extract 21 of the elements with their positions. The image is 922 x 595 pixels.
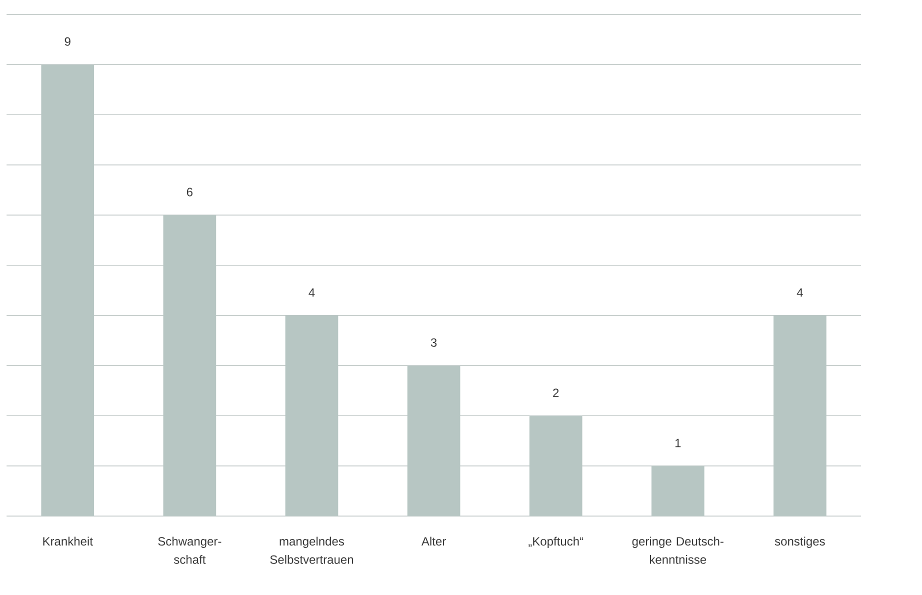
x-tick-label: geringe Deutsch-kenntnisse — [632, 536, 724, 564]
bar — [163, 215, 216, 516]
x-tick-label: sonstiges — [774, 536, 825, 548]
x-tick-label: „Kopftuch“ — [528, 536, 584, 548]
bar — [41, 64, 94, 516]
x-tick-label: Krankheit — [43, 536, 93, 546]
data-label: 4 — [796, 288, 803, 297]
data-label: 9 — [64, 37, 70, 46]
data-label: 4 — [308, 288, 315, 297]
x-tick-label: mangelndes Selbstvertrauen — [270, 536, 354, 564]
x-tick-label: Alter — [421, 536, 446, 546]
bar — [407, 366, 460, 516]
bar — [774, 315, 826, 516]
data-label: 2 — [553, 388, 559, 398]
bar — [285, 315, 338, 516]
data-label: 3 — [430, 338, 437, 347]
data-label: 6 — [186, 188, 192, 196]
bar — [529, 416, 582, 516]
data-label: 1 — [675, 438, 681, 448]
x-tick-label: Schwanger-schaft — [158, 536, 222, 564]
bar — [651, 466, 704, 516]
